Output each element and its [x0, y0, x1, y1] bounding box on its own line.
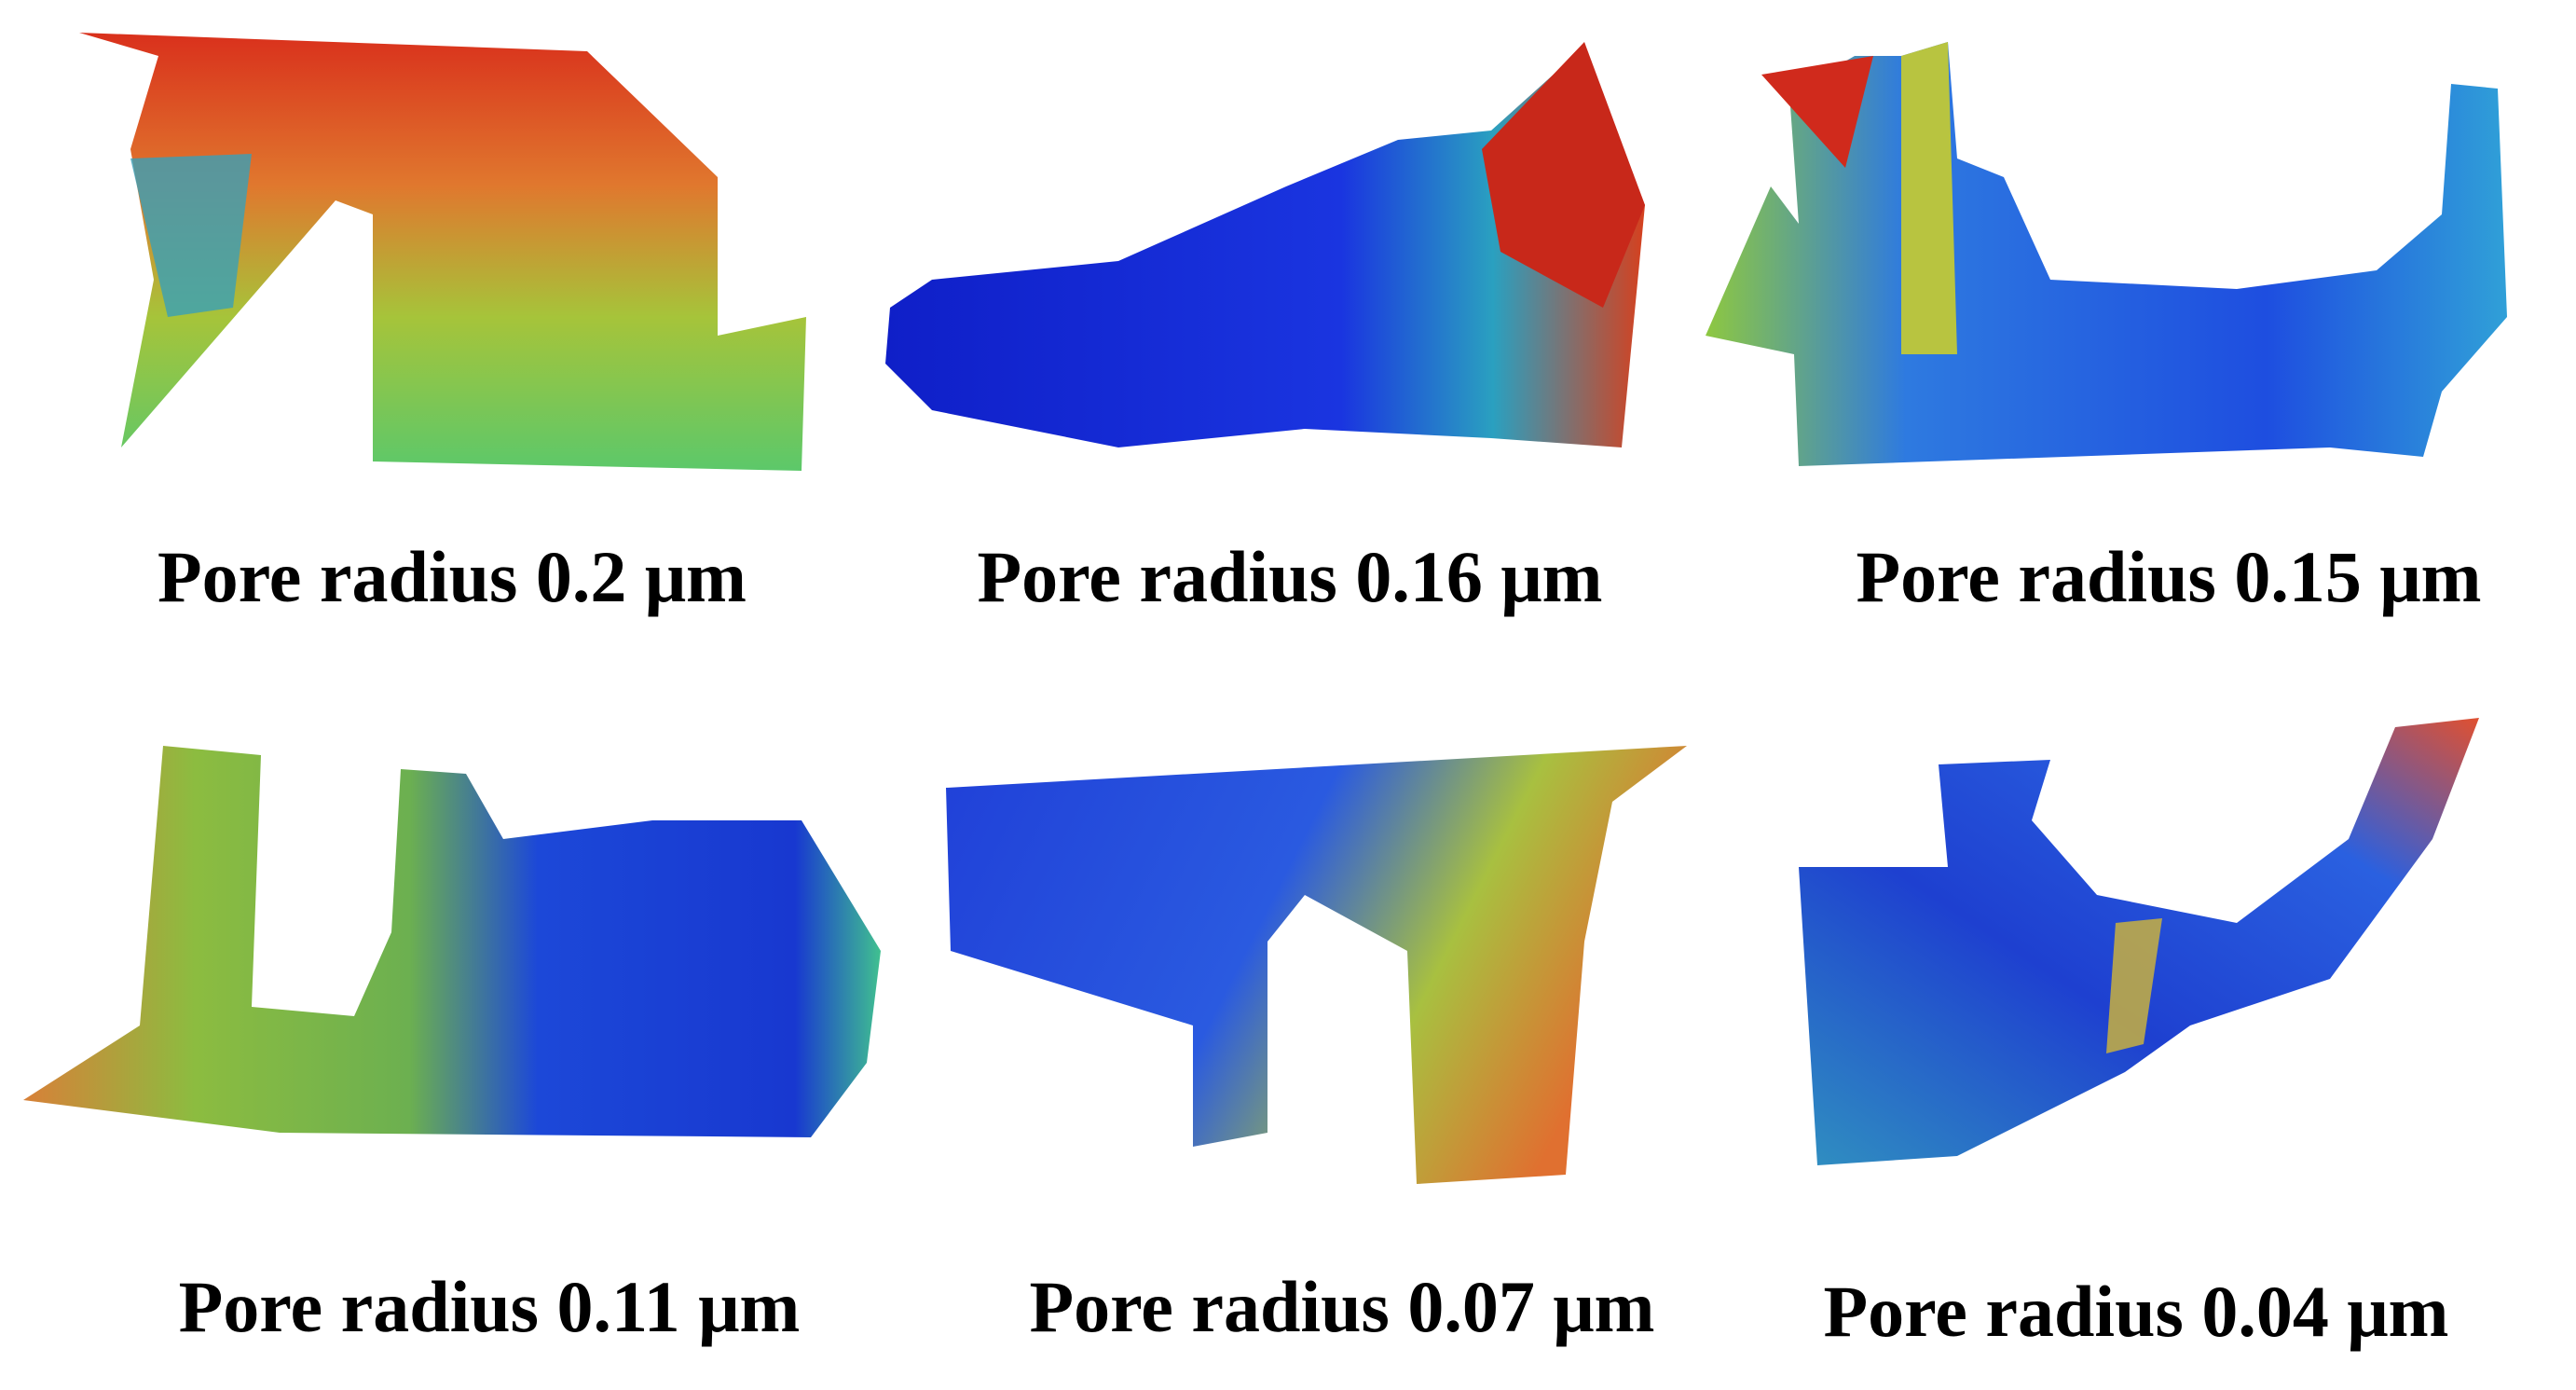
pore-render-5	[946, 746, 1687, 1184]
panel-label: Pore radius 0.07 μm	[1029, 1266, 1654, 1347]
panel-label: Pore radius 0.15 μm	[1856, 536, 2481, 617]
pore-shape	[1482, 42, 1645, 308]
panel-label: Pore radius 0.2 μm	[158, 536, 747, 617]
pore-render-3	[1706, 42, 2507, 466]
pore-render-4	[23, 746, 881, 1137]
pore-render-2	[885, 42, 1645, 447]
pore-shape	[2106, 918, 2162, 1053]
pore-render-1	[79, 33, 806, 471]
panel-label: Pore radius 0.04 μm	[1823, 1271, 2448, 1352]
pore-shape	[1901, 42, 1957, 354]
pore-shape	[130, 154, 252, 317]
pore-shape	[79, 33, 806, 471]
pore-shape	[1761, 56, 1873, 168]
panel-label: Pore radius 0.16 μm	[977, 536, 1602, 617]
pore-shape	[946, 746, 1687, 1184]
pore-shape	[885, 47, 1645, 447]
pore-render-6	[1799, 718, 2479, 1165]
panel-label: Pore radius 0.11 μm	[179, 1266, 801, 1347]
pore-shape	[23, 746, 881, 1137]
